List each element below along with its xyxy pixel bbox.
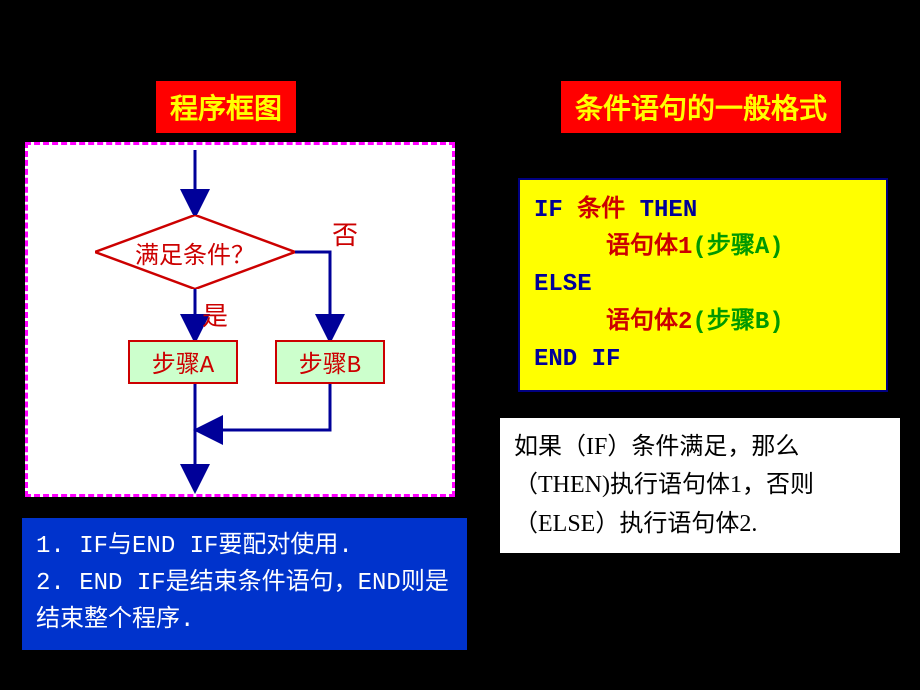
code-line-4: 语句体2(步骤B) — [534, 304, 872, 341]
title-right: 条件语句的一般格式 — [560, 80, 842, 134]
step-a-box: 步骤A — [128, 340, 238, 384]
decision-text: 满足条件？ — [95, 215, 295, 289]
label-no: 否 — [332, 215, 358, 252]
code-line-3: ELSE — [534, 266, 872, 303]
decision-diamond: 满足条件？ — [95, 215, 295, 289]
flowchart-container — [25, 142, 455, 497]
explain-box: 如果（IF）条件满足，那么（THEN)执行语句体1，否则（ELSE）执行语句体2… — [500, 418, 900, 553]
step-b-box: 步骤B — [275, 340, 385, 384]
label-yes: 是 — [202, 296, 228, 333]
notes-box: 1. IF与END IF要配对使用. 2. END IF是结束条件语句，END则… — [22, 518, 467, 650]
title-left: 程序框图 — [155, 80, 297, 134]
notes-line-2: 2. END IF是结束条件语句，END则是结束整个程序. — [36, 565, 453, 639]
code-box: IF 条件 THEN 语句体1(步骤A) ELSE 语句体2(步骤B) END … — [518, 178, 888, 392]
code-line-2: 语句体1(步骤A) — [534, 229, 872, 266]
code-line-5: END IF — [534, 341, 872, 378]
notes-line-1: 1. IF与END IF要配对使用. — [36, 528, 453, 565]
code-line-1: IF 条件 THEN — [534, 192, 872, 229]
